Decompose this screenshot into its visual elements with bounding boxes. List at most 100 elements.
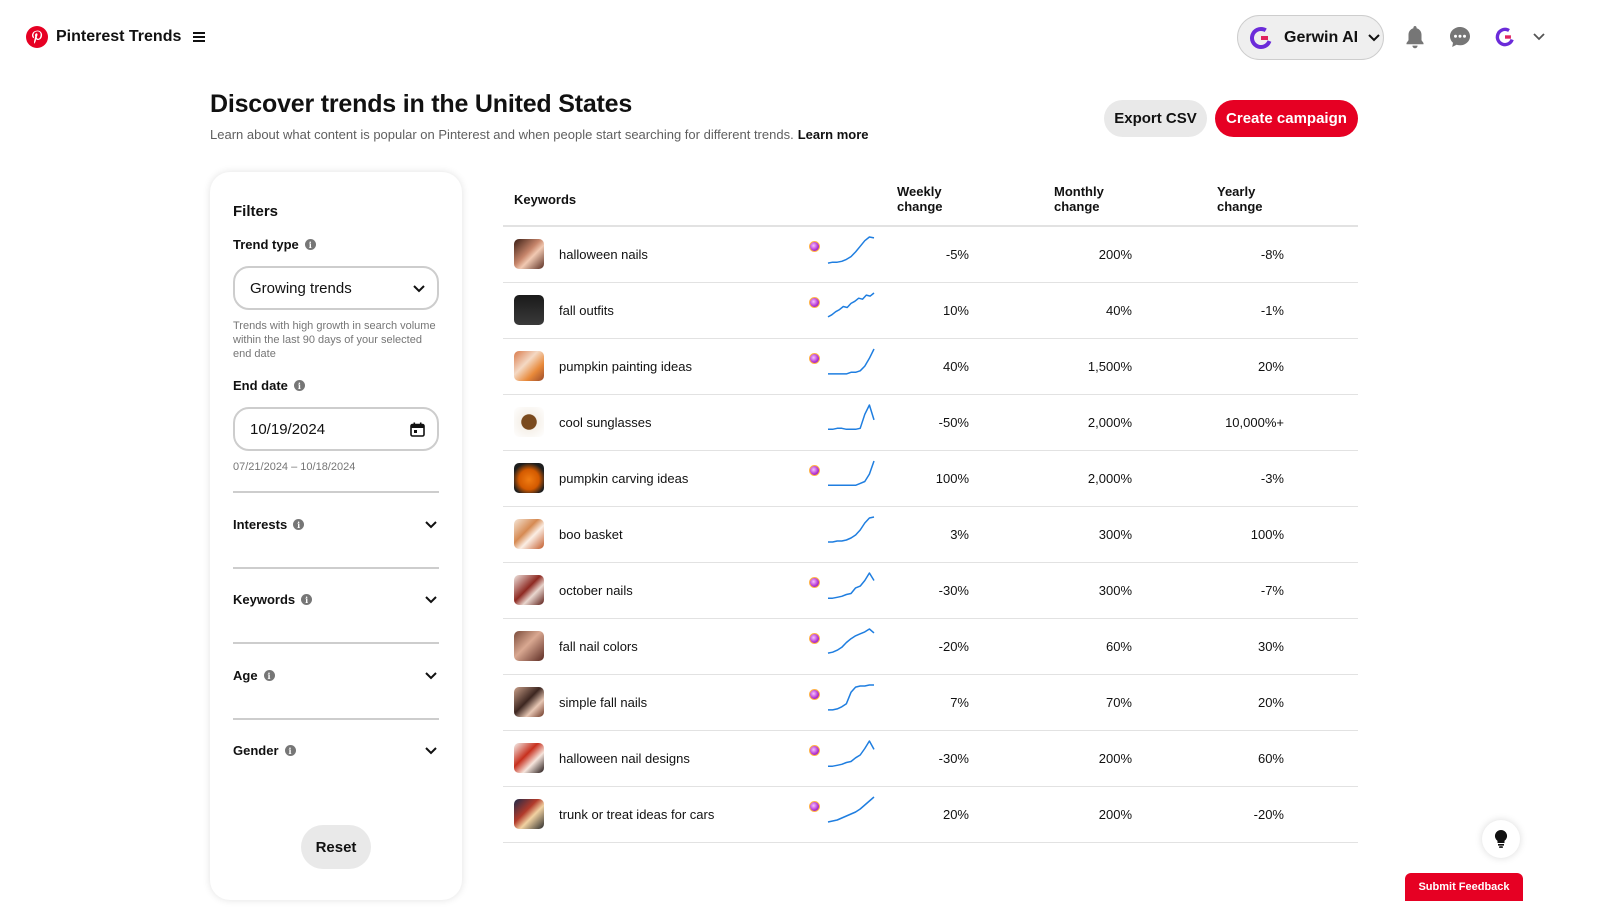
trend-sparkline: [827, 628, 875, 654]
monthly-change-cell: 200%: [1098, 247, 1132, 262]
monthly-change-cell: 300%: [1098, 527, 1132, 542]
create-campaign-button[interactable]: Create campaign: [1215, 100, 1358, 137]
table-row[interactable]: pumpkin painting ideas 40% 1,500% 20%: [503, 339, 1358, 395]
table-row[interactable]: fall outfits 10% 40% -1%: [503, 283, 1358, 339]
table-row[interactable]: cool sunglasses -50% 2,000% 10,000%+: [503, 395, 1358, 451]
table-row[interactable]: pumpkin carving ideas 100% 2,000% -3%: [503, 451, 1358, 507]
ai-insight-icon[interactable]: [809, 577, 820, 588]
top-bar: Pinterest Trends Gerwin AI: [0, 0, 1600, 76]
divider: [233, 491, 439, 493]
info-icon[interactable]: i: [263, 670, 275, 681]
ai-insight-icon[interactable]: [809, 745, 820, 756]
chevron-down-icon: [425, 521, 437, 529]
chevron-down-icon: [425, 672, 437, 680]
yearly-change-cell: 20%: [1257, 695, 1284, 710]
keyword-thumbnail: [514, 743, 544, 773]
info-icon[interactable]: i: [293, 519, 305, 530]
monthly-change-cell: 40%: [1105, 303, 1132, 318]
end-date-label-text: End date: [233, 378, 288, 393]
keyword-link[interactable]: trunk or treat ideas for cars: [559, 807, 715, 822]
info-icon[interactable]: i: [293, 380, 305, 391]
weekly-change-cell: 40%: [942, 359, 969, 374]
col-yearly[interactable]: Yearly change: [1217, 184, 1263, 214]
ai-insight-icon[interactable]: [809, 689, 820, 700]
chevron-down-icon: [425, 596, 437, 604]
export-csv-button[interactable]: Export CSV: [1104, 100, 1207, 137]
pinterest-logo-icon[interactable]: [26, 26, 48, 48]
menu-icon[interactable]: [193, 32, 206, 42]
keyword-link[interactable]: halloween nails: [559, 247, 648, 262]
table-row[interactable]: trunk or treat ideas for cars 20% 200% -20%: [503, 787, 1358, 843]
info-icon[interactable]: i: [304, 239, 316, 250]
table-row[interactable]: fall nail colors -20% 60% 30%: [503, 619, 1358, 675]
col-weekly-line1: Weekly: [897, 184, 942, 199]
weekly-change-cell: 7%: [950, 695, 969, 710]
weekly-change-cell: -30%: [938, 583, 969, 598]
col-weekly[interactable]: Weekly change: [897, 184, 943, 214]
col-yearly-line1: Yearly: [1217, 184, 1256, 199]
keyword-link[interactable]: fall nail colors: [559, 639, 638, 654]
trend-type-select[interactable]: Growing trends: [233, 266, 439, 310]
trend-type-helper: Trends with high growth in search volume…: [233, 320, 436, 360]
keywords-accordion[interactable]: Keywords i: [233, 592, 439, 616]
ai-insight-icon[interactable]: [809, 633, 820, 644]
submit-feedback-button[interactable]: Submit Feedback: [1405, 873, 1523, 901]
ai-insight-icon[interactable]: [809, 801, 820, 812]
ai-insight-icon[interactable]: [809, 465, 820, 476]
trend-sparkline: [828, 516, 875, 543]
keywords-label: Keywords i: [233, 592, 313, 607]
keyword-thumbnail: [514, 519, 544, 549]
sparkline-path: [827, 796, 875, 823]
end-date-input[interactable]: 10/19/2024: [233, 407, 439, 451]
tips-lightbulb-button[interactable]: [1482, 820, 1520, 858]
profile-avatar-icon[interactable]: [1492, 24, 1518, 50]
keyword-thumbnail: [514, 351, 544, 381]
interests-label-text: Interests: [233, 517, 288, 532]
interests-accordion[interactable]: Interests i: [233, 517, 439, 541]
keyword-link[interactable]: pumpkin carving ideas: [559, 471, 689, 486]
table-row[interactable]: october nails -30% 300% -7%: [503, 563, 1358, 619]
gender-accordion[interactable]: Gender i: [233, 743, 439, 767]
sparkline-path: [827, 292, 875, 318]
monthly-change-cell: 70%: [1105, 695, 1132, 710]
calendar-icon[interactable]: [410, 422, 425, 437]
age-label: Age i: [233, 668, 275, 683]
trend-sparkline: [827, 796, 875, 823]
keyword-thumbnail: [514, 687, 544, 717]
info-icon[interactable]: i: [284, 745, 296, 756]
keyword-link[interactable]: boo basket: [559, 527, 623, 542]
keyword-link[interactable]: fall outfits: [559, 303, 614, 318]
trend-sparkline: [828, 684, 874, 711]
age-accordion[interactable]: Age i: [233, 668, 439, 692]
filters-title: Filters: [233, 203, 279, 220]
table-row[interactable]: simple fall nails 7% 70% 20%: [503, 675, 1358, 731]
table-row[interactable]: boo basket 3% 300% 100%: [503, 507, 1358, 563]
learn-more-link[interactable]: Learn more: [797, 127, 869, 142]
ai-insight-icon[interactable]: [809, 353, 820, 364]
keyword-link[interactable]: halloween nail designs: [559, 751, 690, 766]
info-icon[interactable]: i: [301, 594, 313, 605]
keyword-thumbnail: [514, 295, 544, 325]
keyword-link[interactable]: simple fall nails: [559, 695, 648, 710]
accounts-chevron-down-icon[interactable]: [1526, 24, 1552, 50]
table-row[interactable]: halloween nails -5% 200% -8%: [503, 227, 1358, 283]
yearly-change-cell: 30%: [1257, 639, 1284, 654]
notifications-bell-icon[interactable]: [1402, 24, 1428, 50]
col-yearly-line2: change: [1217, 199, 1263, 214]
keyword-link[interactable]: october nails: [559, 583, 633, 598]
col-monthly[interactable]: Monthly change: [1054, 184, 1104, 214]
keyword-link[interactable]: pumpkin painting ideas: [559, 359, 692, 374]
ai-insight-icon[interactable]: [809, 241, 820, 252]
reset-button[interactable]: Reset: [301, 825, 371, 869]
weekly-change-cell: -50%: [938, 415, 969, 430]
ai-insight-icon[interactable]: [809, 297, 820, 308]
app-title: Pinterest Trends: [56, 28, 182, 45]
account-switcher[interactable]: Gerwin AI: [1237, 15, 1384, 60]
messages-icon[interactable]: [1447, 24, 1473, 50]
keyword-link[interactable]: cool sunglasses: [559, 415, 652, 430]
yearly-change-cell: -20%: [1253, 807, 1284, 822]
weekly-change-cell: -5%: [945, 247, 969, 262]
chevron-down-icon: [425, 747, 437, 755]
chevron-down-icon: [413, 285, 425, 293]
table-row[interactable]: halloween nail designs -30% 200% 60%: [503, 731, 1358, 787]
